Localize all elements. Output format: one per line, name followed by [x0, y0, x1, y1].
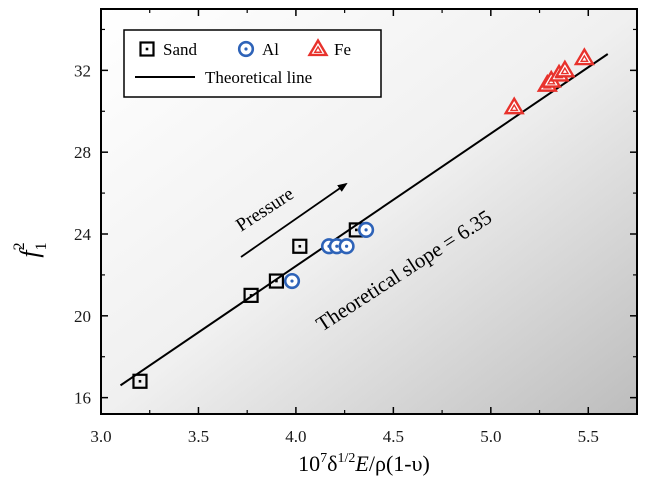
y-axis-label: f12 [11, 242, 50, 257]
marker-sand [268, 273, 285, 289]
marker-fe [503, 96, 525, 115]
tick-labels: 3.0 3.5 4.0 4.5 5.0 5.5 16 20 24 28 32 [74, 61, 599, 446]
x-tick-label: 5.5 [578, 427, 599, 446]
x-axis-label-exp1: 7 [320, 451, 327, 466]
x-axis-label-e: E [354, 451, 369, 476]
marker-sand [292, 238, 308, 254]
marker-fe [554, 59, 576, 78]
y-tick-label: 24 [74, 225, 92, 244]
y-tick-label: 16 [74, 389, 91, 408]
legend-marker-sand [139, 41, 155, 57]
legend-label-sand: Sand [163, 40, 198, 59]
marker-sand [243, 287, 259, 303]
legend-marker-fe [307, 38, 329, 57]
legend-box [123, 29, 382, 98]
pressure-arrow [240, 182, 348, 258]
x-axis-label-delta: δ [327, 451, 337, 476]
y-axis-label-sup: 2 [11, 242, 28, 250]
x-tick-label: 4.5 [383, 427, 404, 446]
x-tick-label: 3.0 [90, 427, 111, 446]
theoretical-line-layer [119, 53, 609, 387]
x-axis-label: 107δ1/2E/ρ(1-υ) [298, 451, 430, 476]
plot-frame [100, 8, 638, 415]
y-tick-label: 32 [74, 61, 91, 80]
marker-fe [573, 47, 595, 66]
x-tick-label: 3.5 [188, 427, 209, 446]
legend: Sand Al Fe Theoretical line [123, 29, 382, 98]
data-markers [132, 47, 595, 389]
marker-al [357, 221, 375, 239]
x-axis-label-prefix: 10 [298, 451, 320, 476]
x-tick-label: 5.0 [480, 427, 501, 446]
x-tick-label: 4.0 [285, 427, 306, 446]
axis-ticks [100, 9, 637, 414]
y-axis-label-base: f [15, 247, 44, 258]
marker-al [283, 272, 301, 290]
marker-al [338, 238, 355, 255]
x-axis-label-exp2: 1/2 [338, 451, 356, 466]
x-axis-label-suffix: /ρ(1-υ) [369, 451, 430, 476]
marker-sand [132, 373, 148, 389]
y-tick-label: 28 [74, 143, 91, 162]
legend-line-label: Theoretical line [205, 68, 312, 87]
y-axis-label-sub: 1 [33, 242, 50, 250]
legend-label-al: Al [262, 40, 279, 59]
legend-label-fe: Fe [334, 40, 351, 59]
theoretical-line [119, 53, 609, 387]
legend-marker-al [237, 40, 255, 58]
y-tick-label: 20 [74, 307, 91, 326]
